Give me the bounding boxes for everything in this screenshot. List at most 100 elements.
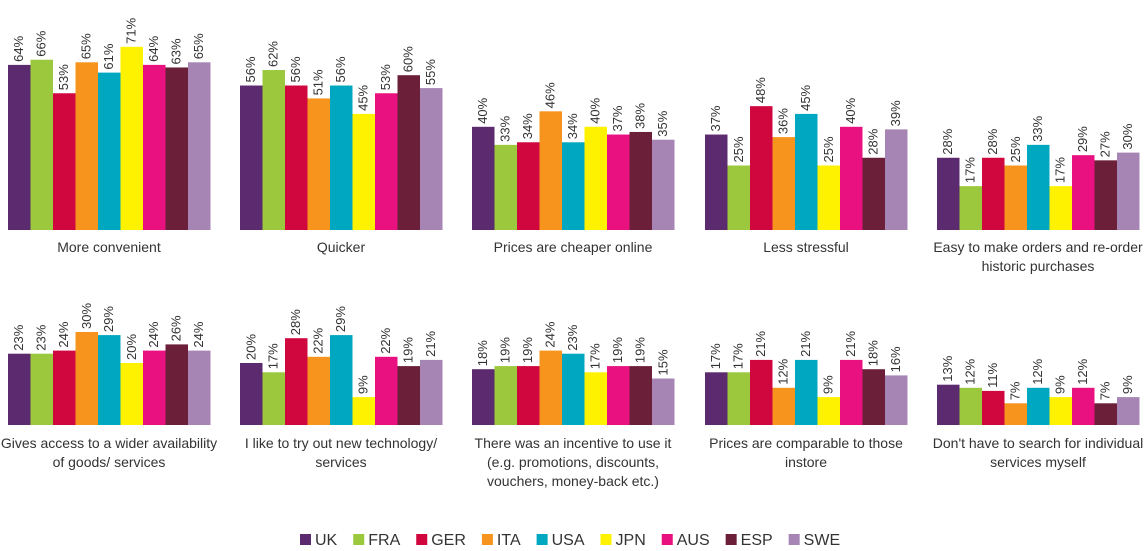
value-label: 27% (1098, 131, 1113, 157)
value-label: 24% (146, 321, 161, 347)
value-label: 29% (1075, 126, 1090, 152)
bar (472, 126, 495, 230)
bar (285, 338, 308, 425)
bar (53, 350, 76, 425)
bar (772, 387, 795, 425)
bar (629, 366, 652, 425)
value-label: 40% (843, 97, 858, 123)
value-label: 56% (243, 56, 258, 82)
category-label: Prices are cheaper online (493, 239, 653, 255)
value-label: 34% (565, 113, 580, 139)
value-label: 7% (1008, 381, 1023, 400)
category-label: Gives access to a wider availability of … (0, 435, 218, 470)
legend-label: AUS (677, 532, 710, 549)
bar (607, 134, 630, 230)
legend-label: ESP (741, 532, 773, 549)
bar (307, 98, 330, 230)
category-label: I like to try out new technology/ servic… (244, 435, 438, 470)
value-label: 20% (243, 334, 258, 360)
bar (959, 387, 982, 425)
bar (1117, 152, 1140, 230)
legend-swatch (536, 534, 548, 545)
value-label: 19% (498, 337, 513, 363)
value-label: 30% (1120, 123, 1135, 149)
value-label: 21% (798, 330, 813, 356)
value-label: 63% (169, 38, 184, 64)
value-label: 21% (843, 330, 858, 356)
category-label: Easy to make orders and re-order histori… (933, 239, 1143, 274)
bar (937, 157, 960, 230)
bar (885, 129, 908, 230)
bar (885, 375, 908, 425)
value-label: 17% (1053, 157, 1068, 183)
bar (165, 67, 188, 231)
bar (705, 134, 728, 230)
bar (1117, 397, 1140, 425)
bar (982, 390, 1005, 425)
value-label: 18% (866, 340, 881, 366)
bar (75, 332, 98, 425)
bar (817, 397, 840, 425)
bar (1094, 160, 1117, 230)
bar (772, 137, 795, 230)
value-label: 17% (708, 343, 723, 369)
value-label: 22% (311, 327, 326, 353)
value-label: 9% (356, 375, 371, 394)
bar (817, 165, 840, 230)
value-label: 25% (1008, 136, 1023, 162)
legend-label: GER (431, 532, 466, 549)
category-label: More convenient (57, 239, 161, 255)
bar (1049, 397, 1072, 425)
value-label: 60% (401, 46, 416, 72)
value-label: 19% (401, 337, 416, 363)
bar (862, 369, 885, 425)
value-label: 56% (288, 56, 303, 82)
legend-swatch (300, 534, 311, 545)
bar (750, 106, 773, 230)
bar (727, 165, 750, 230)
bar (120, 363, 143, 425)
value-label: 13% (940, 355, 955, 381)
value-label: 40% (475, 97, 490, 123)
bar (30, 59, 53, 230)
value-label: 61% (101, 43, 116, 69)
value-label: 17% (963, 157, 978, 183)
value-label: 39% (888, 100, 903, 126)
bar (240, 363, 263, 425)
value-label: 28% (985, 128, 1000, 154)
value-label: 18% (475, 340, 490, 366)
value-label: 29% (333, 306, 348, 332)
value-label: 37% (708, 105, 723, 131)
bar (120, 46, 143, 230)
value-label: 9% (1053, 375, 1068, 394)
value-label: 23% (34, 324, 49, 350)
value-label: 29% (101, 306, 116, 332)
value-label: 46% (543, 82, 558, 108)
legend-label: UK (315, 532, 338, 549)
value-label: 19% (610, 337, 625, 363)
bar (143, 64, 166, 230)
value-label: 21% (423, 330, 438, 356)
value-label: 30% (79, 303, 94, 329)
bar (629, 131, 652, 230)
legend-label: SWE (804, 532, 840, 549)
bar (8, 353, 31, 425)
category-label: Don't have to search for individual serv… (932, 435, 1144, 470)
bar (1004, 165, 1027, 230)
bar (652, 139, 675, 230)
bar (959, 186, 982, 230)
bar (494, 366, 517, 425)
legend-label: FRA (368, 532, 400, 549)
value-label: 33% (498, 115, 513, 141)
value-label: 24% (543, 321, 558, 347)
bar (750, 359, 773, 425)
value-label: 28% (866, 128, 881, 154)
value-label: 51% (311, 69, 326, 95)
value-label: 40% (588, 97, 603, 123)
bar (584, 372, 607, 425)
value-label: 33% (1030, 115, 1045, 141)
legend-swatch (600, 534, 612, 545)
bar (937, 384, 960, 425)
value-label: 21% (753, 330, 768, 356)
value-label: 48% (753, 77, 768, 103)
